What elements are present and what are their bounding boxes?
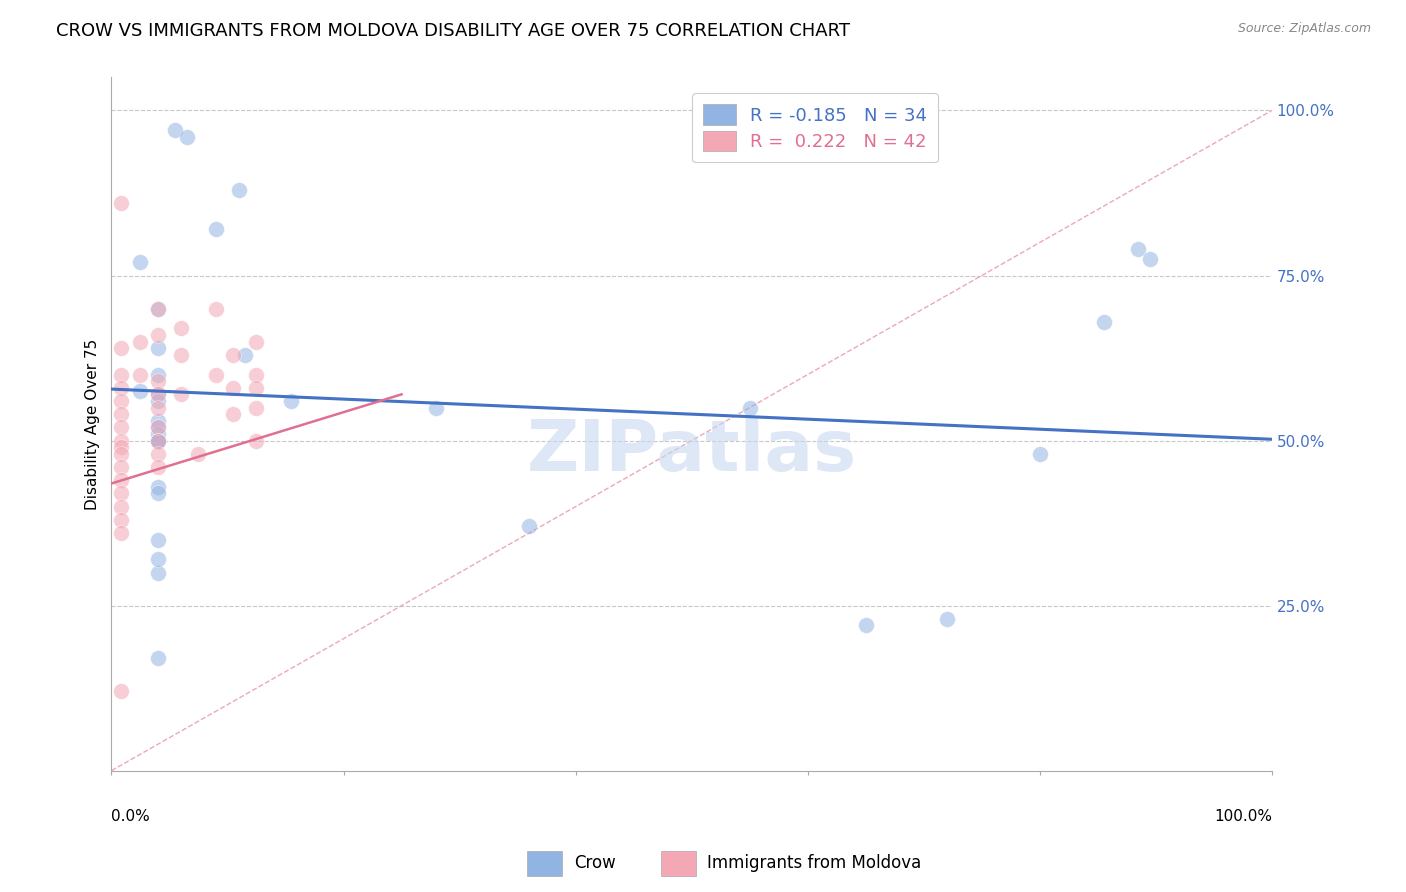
Point	[146, 301, 169, 316]
Point	[146, 401, 169, 415]
Point	[425, 401, 447, 415]
Point	[1029, 447, 1052, 461]
Point	[146, 552, 169, 566]
Point	[110, 513, 132, 527]
Point	[170, 321, 193, 335]
Point	[110, 447, 132, 461]
Point	[1128, 242, 1150, 256]
Point	[110, 526, 132, 541]
Point	[146, 374, 169, 388]
Point	[205, 368, 228, 382]
Point	[110, 368, 132, 382]
Point	[110, 486, 132, 500]
Text: Immigrants from Moldova: Immigrants from Moldova	[707, 855, 921, 872]
Point	[205, 301, 228, 316]
Point	[110, 684, 132, 698]
Point	[1139, 252, 1161, 266]
Point	[146, 387, 169, 401]
Point	[110, 500, 132, 514]
Text: 100.0%: 100.0%	[1213, 809, 1272, 824]
Point	[146, 434, 169, 448]
Point	[245, 434, 267, 448]
Point	[110, 420, 132, 434]
Point	[1092, 315, 1115, 329]
Point	[228, 183, 250, 197]
Point	[233, 348, 256, 362]
Text: ZIPatlas: ZIPatlas	[527, 417, 856, 486]
Point	[936, 612, 959, 626]
Point	[245, 334, 267, 349]
Point	[110, 440, 132, 454]
Point	[187, 447, 209, 461]
Point	[146, 434, 169, 448]
Point	[110, 434, 132, 448]
Point	[146, 327, 169, 342]
Point	[245, 368, 267, 382]
Point	[176, 129, 198, 144]
Point	[110, 473, 132, 487]
Point	[170, 387, 193, 401]
Point	[146, 341, 169, 355]
Point	[738, 401, 761, 415]
Legend: R = -0.185   N = 34, R =  0.222   N = 42: R = -0.185 N = 34, R = 0.222 N = 42	[692, 94, 938, 162]
Point	[129, 368, 152, 382]
Point	[205, 222, 228, 236]
Point	[146, 394, 169, 409]
Text: Source: ZipAtlas.com: Source: ZipAtlas.com	[1237, 22, 1371, 36]
Point	[165, 123, 187, 137]
Point	[110, 407, 132, 421]
Point	[110, 460, 132, 475]
Text: 0.0%: 0.0%	[111, 809, 150, 824]
Point	[146, 420, 169, 434]
Point	[146, 387, 169, 401]
Point	[222, 348, 245, 362]
Point	[146, 434, 169, 448]
Point	[146, 486, 169, 500]
Point	[110, 381, 132, 395]
Point	[245, 401, 267, 415]
Point	[222, 407, 245, 421]
Point	[146, 427, 169, 442]
Point	[146, 651, 169, 665]
Point	[146, 460, 169, 475]
Point	[146, 447, 169, 461]
Point	[146, 434, 169, 448]
Point	[245, 381, 267, 395]
Point	[146, 533, 169, 547]
Point	[170, 348, 193, 362]
Point	[517, 519, 540, 533]
Y-axis label: Disability Age Over 75: Disability Age Over 75	[86, 338, 100, 509]
Point	[129, 384, 152, 398]
Point	[146, 480, 169, 494]
Text: CROW VS IMMIGRANTS FROM MOLDOVA DISABILITY AGE OVER 75 CORRELATION CHART: CROW VS IMMIGRANTS FROM MOLDOVA DISABILI…	[56, 22, 851, 40]
Point	[129, 255, 152, 269]
Text: Crow: Crow	[574, 855, 616, 872]
Point	[146, 301, 169, 316]
Point	[280, 394, 302, 409]
Point	[146, 566, 169, 580]
Point	[222, 381, 245, 395]
Point	[110, 394, 132, 409]
Point	[146, 420, 169, 434]
Point	[129, 334, 152, 349]
Point	[146, 414, 169, 428]
Point	[110, 341, 132, 355]
Point	[110, 195, 132, 210]
Point	[146, 368, 169, 382]
Point	[855, 618, 877, 632]
